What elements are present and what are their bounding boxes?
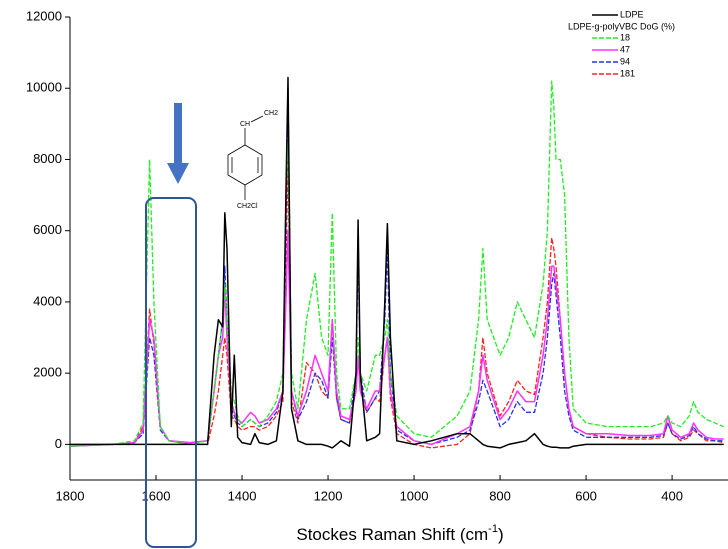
x-axis-label: Stockes Raman Shift (cm-1) [296, 523, 503, 545]
series-line [69, 87, 724, 447]
x-tick-label: 800 [489, 488, 511, 503]
series-line [69, 158, 724, 449]
molecule-label: CH [240, 121, 250, 128]
x-tick-label: 1200 [314, 488, 343, 503]
legend-label: 18 [620, 32, 630, 42]
benzene-ring [227, 144, 263, 186]
y-tick-label: 12000 [26, 8, 62, 23]
legend-label: 94 [620, 56, 630, 66]
series-line [69, 80, 724, 447]
x-tick-label: 600 [575, 488, 597, 503]
molecule-label: CH2 [264, 110, 278, 117]
x-tick-label: 1000 [400, 488, 429, 503]
y-tick-label: 4000 [33, 293, 62, 308]
x-tick-label: 400 [661, 488, 683, 503]
y-tick-label: 0 [55, 436, 62, 451]
x-axis-label-end: ) [498, 525, 504, 544]
bond [250, 115, 264, 123]
legend-subheading: LDPE-g-polyVBC DoG (%) [568, 21, 675, 31]
y-tick-label: 8000 [33, 151, 62, 166]
plot-area: 0 2000 4000 6000 8000 10000 12000 1800 1600 1400 1… [26, 8, 728, 503]
y-tick-label: 10000 [26, 80, 62, 95]
highlight-box [145, 197, 197, 548]
series-line [69, 229, 724, 447]
x-axis-label-text: Stockes Raman Shift (cm [296, 525, 488, 544]
legend-label: 47 [620, 44, 630, 54]
x-tick-label: 1600 [142, 488, 171, 503]
series-line [70, 76, 724, 449]
molecule-label: CH2Cl [237, 203, 258, 210]
y-tick-label: 2000 [33, 365, 62, 380]
x-tick-label: 1800 [56, 488, 85, 503]
legend-label: LDPE [620, 9, 644, 19]
y-tick-label: 6000 [33, 222, 62, 237]
legend-label: 181 [620, 68, 635, 78]
arrow-shaft [174, 103, 182, 163]
arrow-head [167, 163, 189, 184]
x-axis-label-sup: -1 [488, 523, 498, 535]
x-tick-label: 1400 [228, 488, 257, 503]
